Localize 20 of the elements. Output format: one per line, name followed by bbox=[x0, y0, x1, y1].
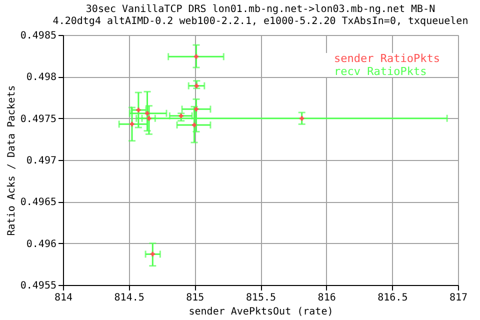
y-tick-label: 0.4955 bbox=[20, 280, 56, 292]
x-tick-label: 816 bbox=[318, 292, 336, 304]
text: 30sec VanillaTCP DRS lon01.mb-ng.net->lon03.mb-ng.net MB-N bbox=[86, 4, 436, 15]
x-tick-label: 815.5 bbox=[246, 292, 276, 304]
x-tick-label: 815 bbox=[186, 292, 204, 304]
x-tick-label: 814.5 bbox=[114, 292, 144, 304]
text: recv RatioPkts bbox=[334, 65, 427, 78]
y-tick-label: 0.4965 bbox=[20, 197, 56, 208]
y-tick-label: 0.4975 bbox=[20, 114, 56, 125]
y-tick-label: 0.497 bbox=[26, 156, 56, 166]
text: 4.20dtg4 altAIMD-0.2 web100-2.2.1, e1000-5.2.20 TxAbsIn=0, txqueuelen bbox=[52, 16, 468, 27]
y-axis-title: Ratio Acks / Data Packets bbox=[6, 85, 18, 236]
x-tick-label: 816.5 bbox=[378, 292, 408, 304]
y-tick-label: 0.498 bbox=[26, 72, 56, 84]
text: sender RatioPkts bbox=[334, 52, 440, 65]
x-axis-title: sender AvePktsOut (rate) bbox=[188, 306, 334, 318]
x-tick-label: 814 bbox=[54, 292, 73, 304]
x-tick-label: 817 bbox=[449, 292, 468, 304]
y-tick-label: 0.4985 bbox=[20, 30, 56, 42]
y-tick-label: 0.496 bbox=[26, 238, 56, 250]
